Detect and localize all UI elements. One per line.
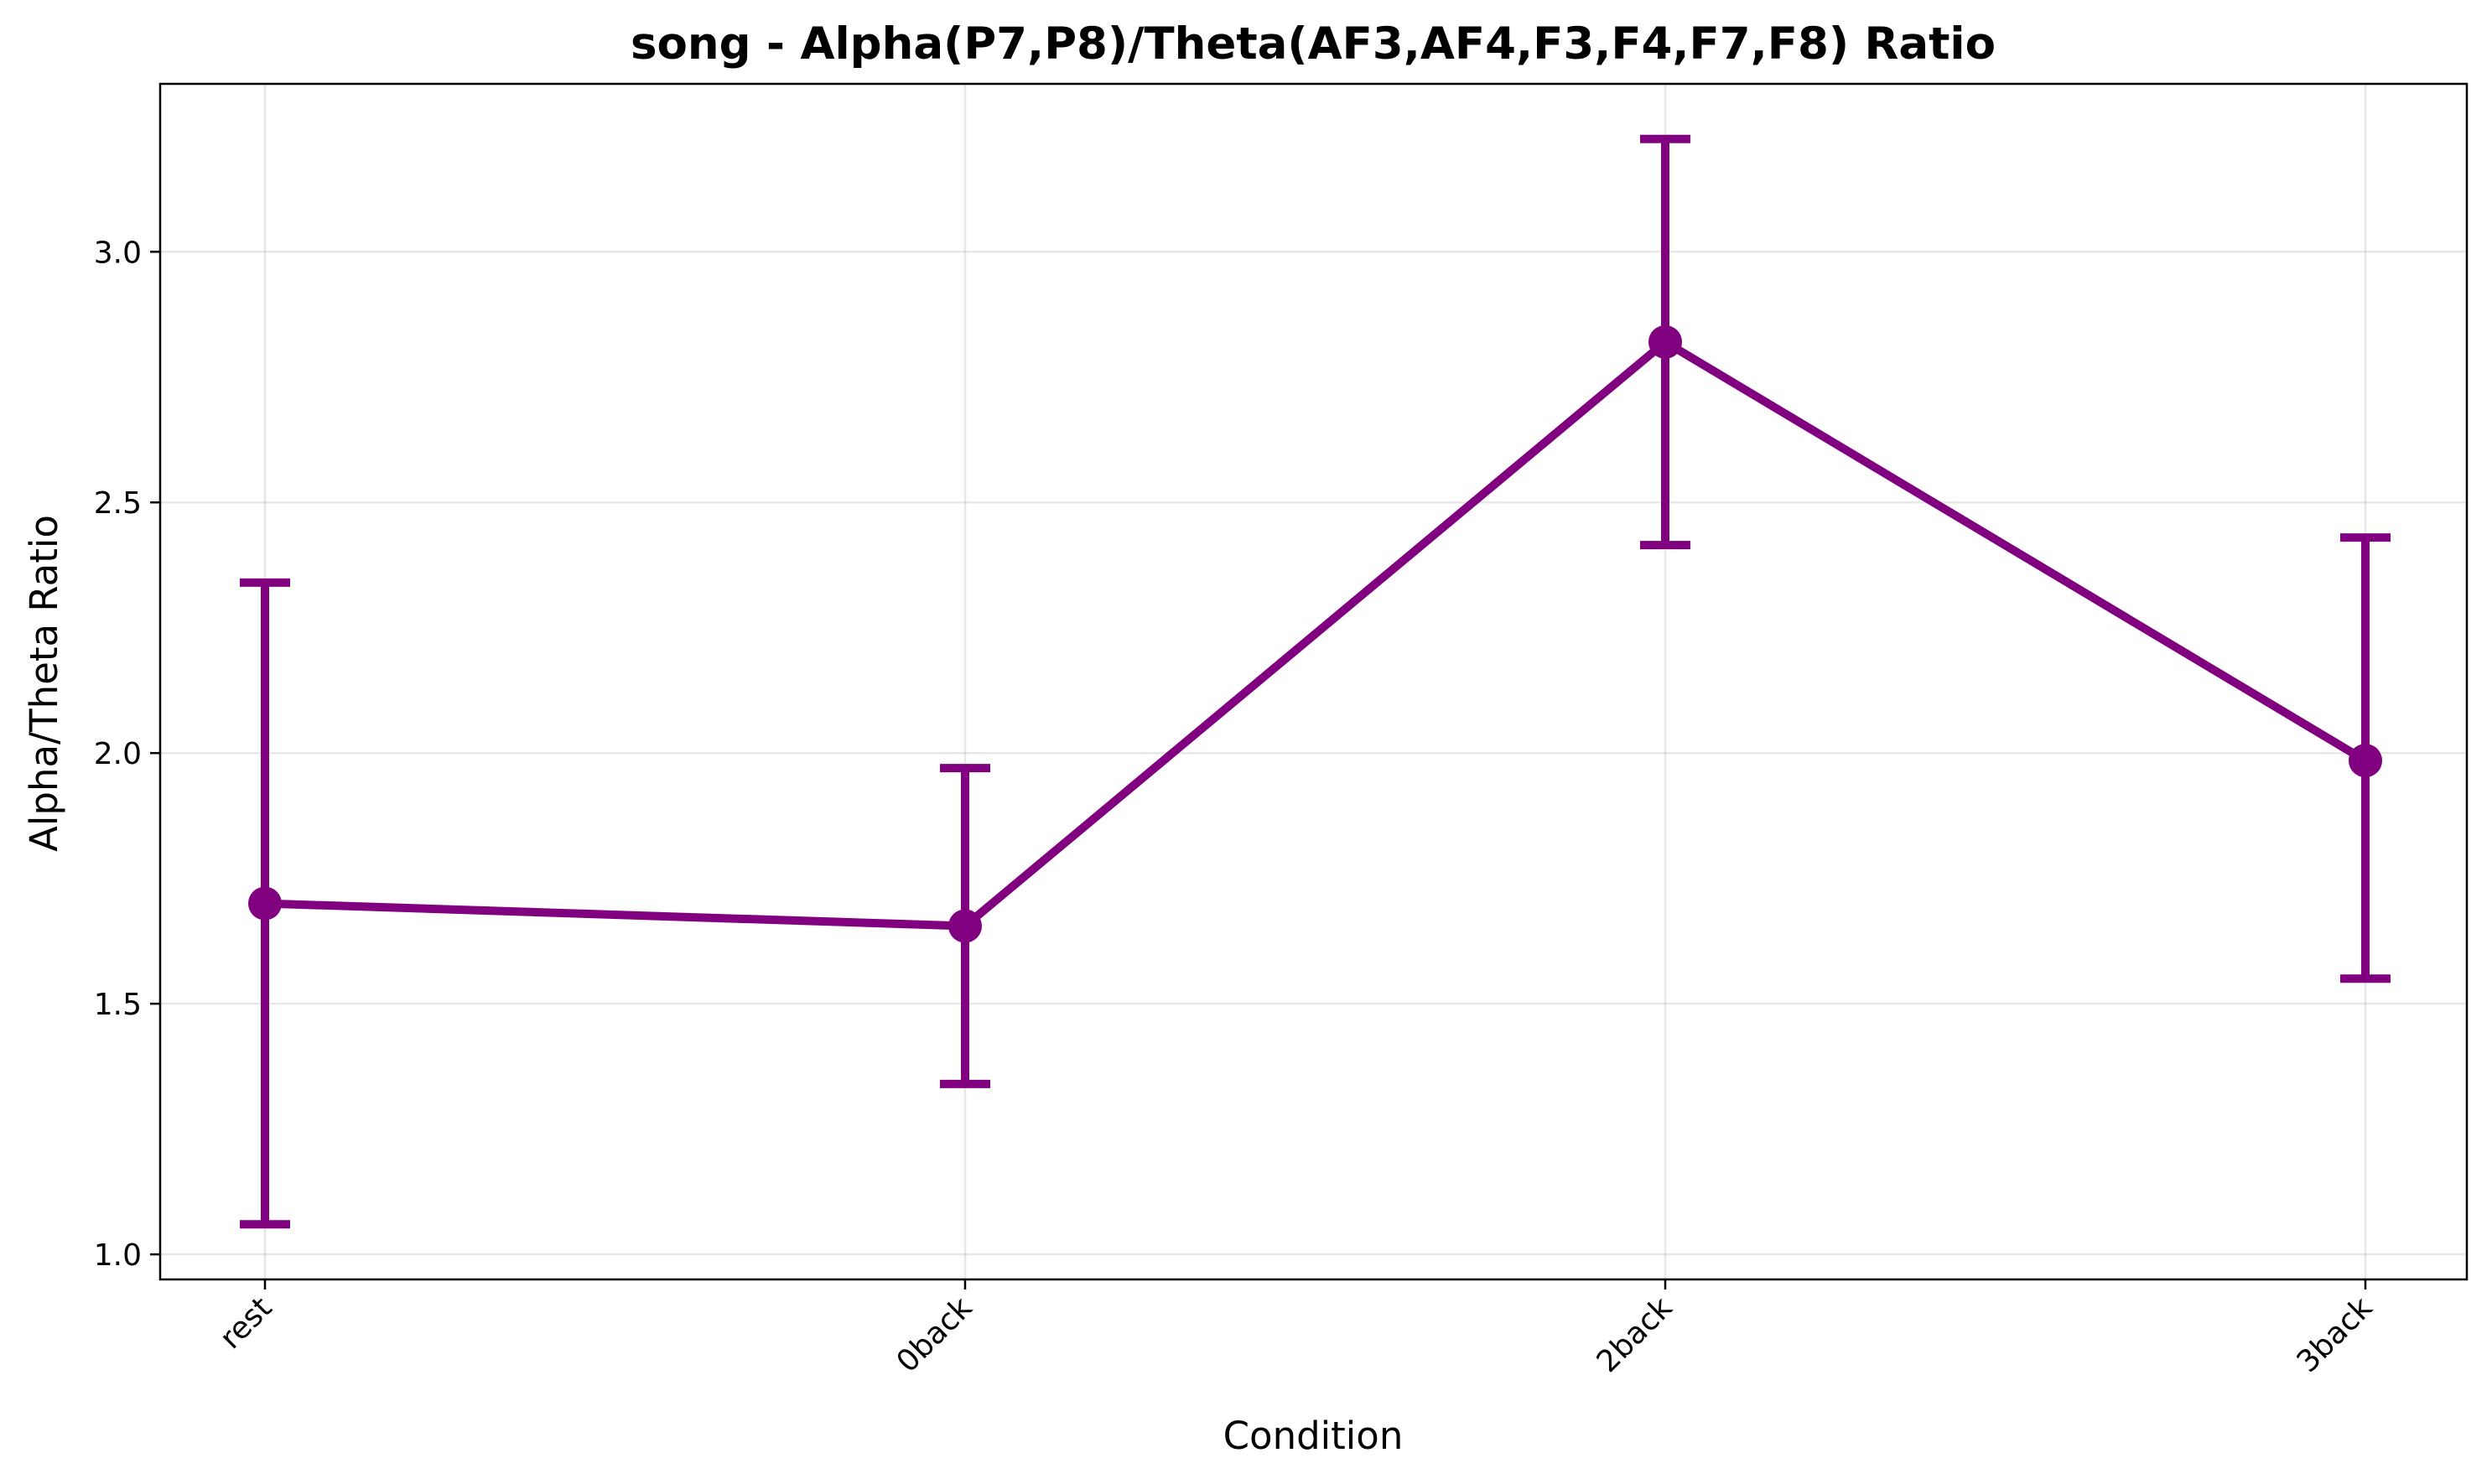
series-line: [261, 337, 2370, 931]
data-point: [248, 886, 282, 921]
data-point: [2349, 744, 2382, 778]
x-axis-label: Condition: [1223, 1414, 1404, 1458]
grid: [160, 84, 2467, 1279]
x-tick-label: 2back: [1591, 1290, 1680, 1379]
data-point: [948, 909, 982, 943]
y-tick-label: 3.0: [94, 236, 142, 270]
data-point: [1648, 324, 1682, 359]
y-tick-label: 1.5: [94, 988, 142, 1022]
plot-area-frame: [158, 82, 2469, 1281]
x-axis-ticks: rest 0back 2back 3back: [214, 1279, 2380, 1379]
y-axis-label: Alpha/Theta Ratio: [22, 515, 66, 852]
y-tick-label: 1.0: [94, 1238, 142, 1273]
chart-title: song - Alpha(P7,P8)/Theta(AF3,AF4,F3,F4,…: [631, 18, 1996, 70]
y-tick-label: 2.0: [94, 737, 142, 771]
x-tick-label: 3back: [2291, 1290, 2380, 1379]
series-ratio: [240, 134, 2391, 1229]
x-tick-label: 0back: [890, 1290, 979, 1379]
x-tick-label: rest: [214, 1290, 279, 1356]
y-tick-label: 2.5: [94, 486, 142, 521]
y-axis-ticks: 1.0 1.5 2.0 2.5 3.0: [94, 236, 160, 1273]
